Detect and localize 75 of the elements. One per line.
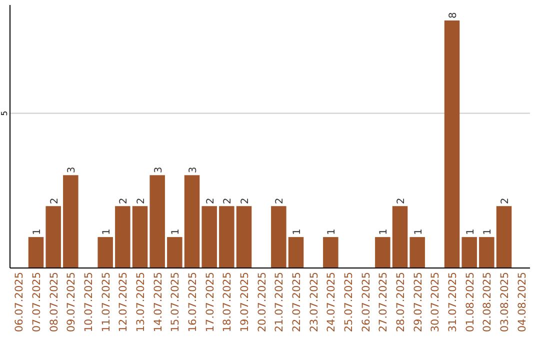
bar [410,237,425,268]
x-tick-label: 20.07.2025 [256,272,268,332]
bar [28,237,44,268]
data-label: 8 [448,12,459,18]
data-label: 1 [101,228,112,236]
bar [219,206,234,268]
x-tick-label: 21.07.2025 [274,272,286,332]
bar [288,237,304,268]
x-tick-label: 08.07.2025 [48,272,60,332]
data-label: 3 [66,166,78,174]
data-label: 2 [274,198,286,204]
bar [63,175,78,268]
data-label: 2 [136,198,147,204]
bar [236,206,252,268]
x-tick-label: 26.07.2025 [360,272,372,332]
y-tick-label: 5 [0,110,9,116]
bar [479,237,494,268]
x-tick-label: 15.07.2025 [170,272,182,332]
data-label: 1 [413,228,424,236]
x-tick-label: 02.08.2025 [482,272,494,332]
data-label: 2 [118,198,130,204]
data-label: 1 [292,228,303,236]
bar [496,206,512,268]
x-tick-label: 07.07.2025 [31,272,43,332]
data-label: 1 [326,228,338,236]
x-tick-label: 19.07.2025 [239,272,251,332]
data-label: 3 [188,166,199,174]
x-tick-label: 29.07.2025 [412,272,424,332]
x-tick-label: 11.07.2025 [100,272,112,332]
bar [184,175,200,268]
data-label: 3 [153,166,164,174]
x-tick-label: 09.07.2025 [66,272,78,332]
data-label: 2 [500,198,511,204]
bar [271,206,286,268]
data-label: 1 [170,228,182,236]
x-tick-label: 28.07.2025 [395,272,407,332]
data-label: 2 [222,198,234,204]
x-tick-label: 04.08.2025 [516,272,528,332]
bar [444,20,460,268]
x-tick-label: 25.07.2025 [343,272,355,332]
bar [115,206,130,268]
bar [202,206,217,268]
data-label: 1 [465,228,476,236]
bar [98,237,113,268]
data-label: 2 [205,198,216,204]
data-label: 1 [378,228,390,236]
x-tick-label: 27.07.2025 [378,272,390,332]
data-label: 1 [482,228,494,236]
x-tick-label: 30.07.2025 [430,272,442,332]
x-tick-label: 06.07.2025 [14,272,26,332]
x-tick-label: 01.08.2025 [464,272,476,332]
data-label: 2 [240,198,251,204]
x-tick-label: 03.08.2025 [499,272,511,332]
x-tick-label: 12.07.2025 [118,272,130,332]
bar [150,175,165,268]
x-tick-label: 22.07.2025 [291,272,303,332]
x-tick-label: 18.07.2025 [222,272,234,332]
bar [392,206,408,268]
bar [167,237,182,268]
bar [46,206,61,268]
bar [132,206,148,268]
data-label: 2 [49,198,60,204]
x-tick-label: 23.07.2025 [308,272,320,332]
bar [323,237,338,268]
x-tick-label: 13.07.2025 [135,272,147,332]
x-tick-label: 16.07.2025 [187,272,199,332]
x-tick-label: 14.07.2025 [152,272,164,332]
x-tick-label: 17.07.2025 [204,272,216,332]
x-tick-label: 31.07.2025 [447,272,459,332]
data-label: 1 [32,228,43,236]
x-tick-label: 24.07.2025 [326,272,338,332]
bar [375,237,390,268]
data-label: 2 [396,198,407,204]
bar [462,237,477,268]
x-tick-label: 10.07.2025 [83,272,95,332]
